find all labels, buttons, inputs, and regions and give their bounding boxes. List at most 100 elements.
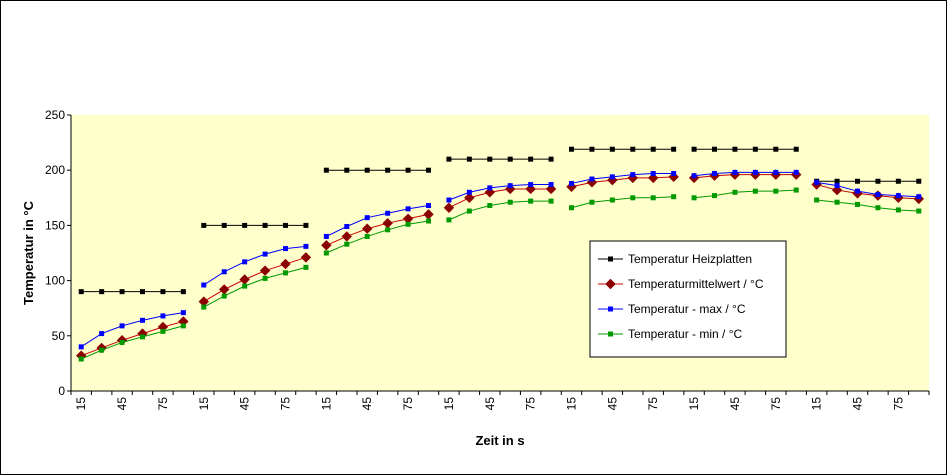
data-point (589, 146, 595, 152)
data-point (895, 193, 901, 199)
data-point (466, 156, 472, 162)
x-axis-ticks: 15 45 75 15 45 75 15 45 75 15 45 75 15 45 75 15 45 75 15 45… (70, 391, 930, 411)
series-line (448, 200, 552, 221)
data-point (916, 178, 922, 184)
x-tick-label: 15 (74, 397, 88, 411)
data-point (78, 344, 84, 350)
x-tick-label: 75 (524, 397, 538, 411)
y-tick-label: 100 (45, 274, 65, 288)
data-point (548, 156, 554, 162)
data-point (262, 251, 268, 257)
x-tick-label: 75 (646, 397, 660, 411)
y-tick-label: 150 (45, 218, 65, 232)
data-point (507, 199, 513, 205)
data-point (691, 173, 697, 179)
data-point (160, 328, 166, 334)
data-point (609, 146, 615, 152)
x-tick-label: 75 (401, 397, 415, 411)
legend-label: Temperatur Heizplatten (628, 252, 752, 266)
data-point (242, 283, 248, 289)
data-point (650, 146, 656, 152)
data-point (834, 178, 840, 184)
series-line (816, 181, 919, 198)
data-point (609, 174, 615, 180)
data-point (569, 146, 574, 152)
data-point (119, 339, 125, 345)
series-line (571, 173, 674, 184)
data-point (793, 169, 799, 175)
data-point (569, 180, 574, 186)
data-point (916, 208, 922, 214)
data-point (201, 222, 207, 228)
data-point (855, 178, 860, 184)
data-point (855, 201, 860, 207)
data-point (262, 275, 268, 281)
y-axis-ticks: 0 50 100 150 200 250 (45, 108, 71, 398)
series-line (80, 312, 184, 348)
data-point (283, 222, 288, 228)
data-point (712, 193, 717, 199)
data-point (405, 206, 411, 212)
legend-box (589, 240, 787, 358)
data-point (814, 197, 820, 203)
data-point (259, 265, 271, 276)
data-point (341, 231, 352, 242)
series-line (326, 205, 429, 237)
y-tick-label: 200 (45, 163, 65, 177)
data-point (732, 169, 738, 175)
x-tick-label: 15 (687, 397, 701, 411)
data-point (303, 243, 309, 249)
y-tick-label: 0 (58, 384, 65, 398)
data-point (385, 227, 391, 233)
x-tick-label: 75 (769, 397, 783, 411)
data-point (548, 198, 554, 204)
series-line (816, 199, 919, 212)
data-point (466, 208, 472, 214)
data-point (242, 222, 248, 228)
series-line (203, 266, 307, 308)
data-point (99, 289, 105, 295)
data-point (691, 146, 697, 152)
data-point (691, 195, 697, 201)
data-point (262, 222, 268, 228)
legend-marker (608, 306, 613, 312)
x-tick-label: 15 (810, 397, 824, 411)
y-tick-label: 50 (52, 329, 66, 343)
data-point (589, 199, 595, 205)
data-point (300, 252, 312, 263)
data-point (280, 258, 291, 270)
data-point (916, 194, 922, 200)
data-point (752, 188, 758, 194)
data-point (99, 347, 105, 353)
data-point (528, 198, 534, 204)
data-point (364, 215, 370, 221)
data-point (446, 217, 452, 223)
data-point (569, 205, 574, 211)
data-point (671, 194, 677, 200)
data-point (160, 313, 166, 319)
x-tick-label: 45 (728, 397, 742, 411)
data-point (405, 167, 411, 173)
data-point (344, 224, 350, 230)
data-point (487, 203, 493, 209)
data-point (426, 218, 431, 224)
data-point (487, 185, 493, 191)
data-point (323, 167, 329, 173)
data-point (364, 233, 370, 239)
data-point (671, 171, 677, 177)
x-tick-label: 15 (319, 397, 333, 411)
legend-marker (608, 256, 613, 262)
x-tick-label: 15 (442, 397, 456, 411)
data-point (385, 167, 391, 173)
data-point (221, 293, 227, 299)
data-point (773, 146, 779, 152)
legend-label: Temperaturmittelwert / °C (628, 277, 764, 291)
data-point (99, 331, 105, 337)
data-point (140, 317, 145, 323)
data-point (221, 269, 227, 275)
series-line (326, 220, 429, 254)
data-point (671, 146, 677, 152)
series-line (203, 245, 306, 286)
x-tick-label: 45 (483, 397, 497, 411)
